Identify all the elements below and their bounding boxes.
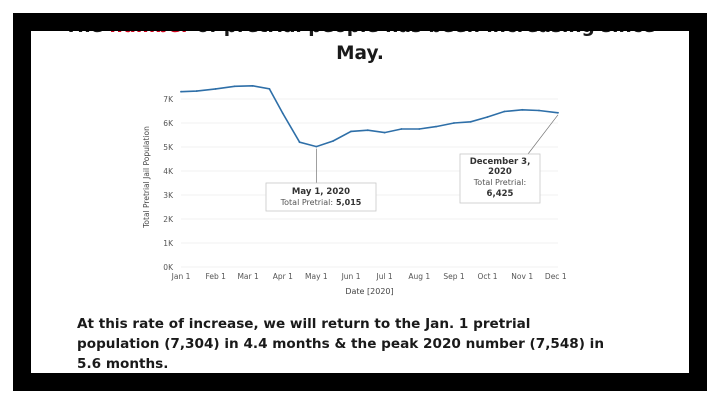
x-tick-label: Oct 1: [477, 272, 497, 281]
data-point: [180, 90, 182, 93]
y-tick-label: 2K: [163, 215, 174, 224]
tooltip-may-1-title: May 1, 2020: [292, 187, 350, 197]
data-point: [521, 108, 524, 111]
data-point: [418, 128, 421, 130]
x-tick-label: Jun 1: [341, 272, 361, 281]
data-point: [557, 111, 559, 114]
x-tick-label: May 1: [305, 272, 328, 281]
x-tick-label: Aug 1: [408, 272, 430, 281]
tooltip-may-1-value-label: Total Pretrial:: [280, 198, 333, 207]
tooltip-may-1-value-line: Total Pretrial: 5,015: [280, 198, 362, 207]
tooltip-dec-3: December 3, 2020 Total Pretrial: 6,425: [459, 153, 541, 204]
x-axis-title: Date [2020]: [345, 287, 393, 296]
frame-left-bar: [13, 13, 31, 391]
x-tick-labels: Jan 1 Feb 1 Mar 1 Apr 1 May 1 Jun 1 Jul 1 Aug 1…: [171, 272, 567, 281]
annotation-leader-dec: [527, 114, 559, 155]
frame-top-bar: [13, 13, 707, 31]
caption-line-2: population (7,304) in 4.4 months & the p…: [77, 336, 605, 352]
data-point: [281, 112, 284, 115]
y-tick-label: 7K: [163, 95, 174, 104]
slide-title-line2: May.: [336, 43, 384, 64]
x-tick-label: Apr 1: [273, 272, 293, 281]
tooltip-may-1-box: [265, 182, 377, 212]
tooltip-may-1: May 1, 2020 Total Pretrial: 5,015: [265, 182, 377, 212]
tooltip-dec-3-value: 6,425: [487, 189, 514, 199]
x-tick-label: Nov 1: [511, 272, 533, 281]
data-point: [538, 109, 540, 112]
data-point: [332, 140, 335, 142]
frame-right-bar: [689, 13, 707, 391]
x-tick-label: Jan 1: [171, 272, 191, 281]
y-tick-label: 5K: [163, 143, 174, 152]
caption-text: At this rate of increase, we will return…: [77, 314, 677, 374]
line-chart: 0K 1K 2K 3K 4K 5K 6K 7K Jan 1 Feb 1 Mar 1 Apr 1 May…: [142, 84, 567, 296]
data-point: [453, 122, 455, 124]
tooltip-dec-3-value-label: Total Pretrial:: [473, 178, 526, 187]
data-point: [214, 88, 217, 90]
caption-line-3: 5.6 months.: [77, 356, 169, 372]
data-point: [435, 125, 437, 128]
series-line: [180, 84, 559, 148]
data-point: [366, 129, 369, 132]
data-point: [486, 116, 489, 118]
tooltip-dec-3-box: [459, 153, 541, 204]
y-tick-label: 3K: [163, 191, 174, 200]
x-tick-label: Jul 1: [375, 272, 392, 281]
y-tick-label: 1K: [163, 239, 174, 248]
x-tick-label: Dec 1: [545, 272, 567, 281]
data-point: [400, 128, 403, 130]
data-point: [251, 84, 254, 87]
data-point: [503, 110, 506, 113]
x-tick-label: Mar 1: [237, 272, 259, 281]
data-point: [469, 120, 472, 123]
y-axis-title: Total Pretrial Jail Population: [142, 126, 151, 229]
data-point: [350, 130, 352, 133]
data-point: [233, 85, 236, 88]
data-point: [383, 131, 386, 134]
y-tick-label: 4K: [163, 167, 174, 176]
data-point: [315, 145, 318, 148]
series-points: [180, 84, 559, 148]
y-tick-label: 0K: [163, 263, 174, 272]
y-tick-label: 6K: [163, 119, 174, 128]
x-tick-label: Feb 1: [205, 272, 226, 281]
y-tick-labels: 0K 1K 2K 3K 4K 5K 6K 7K: [163, 95, 174, 272]
data-point: [268, 88, 271, 90]
x-tick-label: Sep 1: [443, 272, 465, 281]
tooltip-dec-3-title-line2: 2020: [488, 167, 512, 177]
tooltip-may-1-value: 5,015: [336, 198, 362, 207]
frame-bottom-bar: [13, 373, 707, 391]
data-point: [298, 141, 301, 144]
caption-line-1: At this rate of increase, we will return…: [77, 316, 531, 332]
tooltip-dec-3-title-line1: December 3,: [470, 157, 531, 167]
data-point: [195, 90, 198, 92]
